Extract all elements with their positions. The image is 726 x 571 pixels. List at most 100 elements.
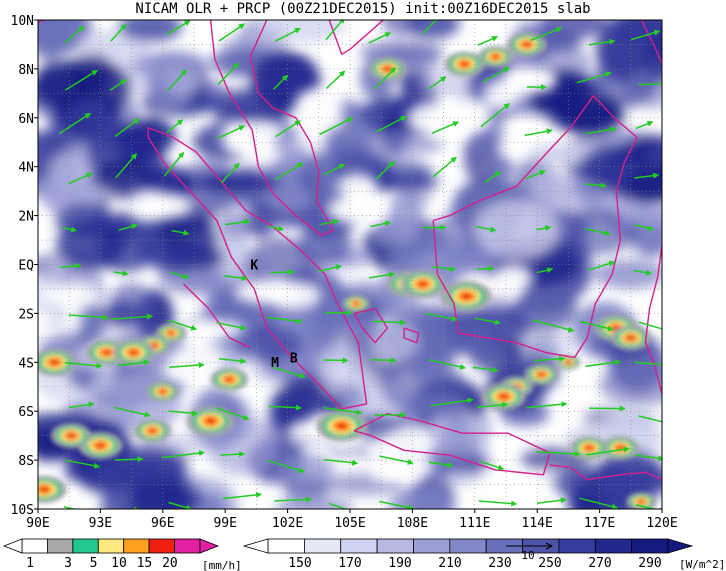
wind-vector <box>64 361 103 369</box>
wind-vector <box>270 269 295 276</box>
wind-vector <box>524 128 553 137</box>
wind-vector <box>63 505 90 509</box>
olr-colorbar-low-cap <box>242 538 269 554</box>
olr-clear <box>38 322 59 339</box>
wind-vector <box>323 163 346 176</box>
wind-vector <box>428 76 447 90</box>
lon-label: 120E <box>646 516 677 531</box>
olr-cell <box>599 363 662 406</box>
olr-cell <box>519 331 584 358</box>
wind-vector <box>375 160 395 180</box>
wind-vector <box>222 491 262 500</box>
wind-vector <box>218 23 245 42</box>
lat-lon-grid <box>38 20 662 509</box>
olr-cell <box>371 214 418 244</box>
wind-vector <box>325 20 345 41</box>
lat-label: 4N <box>18 161 34 176</box>
precip-cell <box>499 393 509 400</box>
olr-colorbar: 150 170 190 210 230 250 270 290 <box>242 538 694 571</box>
precip-colorbar-swatch <box>72 538 99 554</box>
wind-vector <box>635 504 662 509</box>
wind-vector <box>585 182 607 189</box>
wind-vector <box>587 260 616 271</box>
wind-vector <box>422 20 437 35</box>
wind-vector <box>585 359 622 368</box>
wind-vector <box>67 172 93 185</box>
coastline-nusa-tenggara <box>549 464 662 481</box>
wind-vector <box>171 229 190 236</box>
wind-vector <box>472 366 499 373</box>
precip-cell <box>383 66 392 72</box>
wind-vector <box>588 38 616 46</box>
wind-vector <box>217 125 246 140</box>
wind-vector <box>579 320 614 332</box>
olr-cell <box>381 20 422 36</box>
lon-label: 99E <box>213 516 236 531</box>
olr-clear <box>299 120 329 151</box>
olr-cell <box>389 486 456 509</box>
wind-vector <box>64 25 85 44</box>
wind-vector <box>476 265 495 272</box>
precip-colorbar-label: 5 <box>90 556 98 571</box>
lon-label: 108E <box>397 516 428 531</box>
olr-cell <box>593 259 662 289</box>
wind-vector <box>379 455 414 465</box>
wind-vector <box>274 162 304 181</box>
olr-cell <box>337 383 366 411</box>
olr-core <box>622 166 662 202</box>
lat-label: 8S <box>18 454 34 469</box>
wind-vector <box>476 225 497 233</box>
reference-vector-label: 10 <box>521 549 534 562</box>
wind-vector <box>474 317 501 326</box>
coastline-malay-peninsula <box>209 20 335 236</box>
olr-cell <box>118 20 183 42</box>
olr-colorbar-swatch <box>449 538 487 554</box>
wind-vector <box>376 115 407 133</box>
wind-vector <box>217 62 240 85</box>
wind-vector <box>431 121 460 134</box>
lon-label: 111E <box>459 516 490 531</box>
olr-clear <box>199 320 245 338</box>
olr-cell <box>484 156 515 181</box>
olr-cell <box>278 453 335 486</box>
wind-vector <box>635 454 662 462</box>
wind-vector <box>272 366 306 379</box>
precip-unit: [mm/h] <box>202 559 242 571</box>
precip-colorbar: 1 3 5 10 15 20 <box>2 538 220 571</box>
olr-core <box>56 219 126 271</box>
precip-cell <box>205 417 216 425</box>
olr-clear <box>363 436 398 469</box>
olr-clear <box>38 286 82 305</box>
wind-vector <box>161 450 205 459</box>
wind-vector <box>275 120 301 138</box>
lat-label: 4S <box>18 356 34 371</box>
lat-label: 2S <box>18 307 34 322</box>
wind-vector <box>323 407 363 416</box>
wind-vector <box>328 502 348 509</box>
olr-core <box>556 90 625 138</box>
wind-vector <box>64 69 98 91</box>
wind-vector <box>530 27 563 42</box>
wind-vector <box>58 112 92 135</box>
olr-cell <box>360 158 433 188</box>
precip-cell <box>417 281 428 288</box>
coastline-palawan <box>640 20 662 65</box>
olr-clear <box>331 205 388 224</box>
coastline-belitung <box>403 327 420 344</box>
longitude-ticks <box>37 509 663 513</box>
lat-label: 8N <box>18 63 34 78</box>
longitude-labels: 90E 93E 96E 99E 102E 105E 108E 111E 114E 117E 120E <box>26 516 677 531</box>
wind-vector <box>432 156 457 178</box>
olr-cell <box>359 40 445 64</box>
wind-vector <box>430 397 474 407</box>
wind-vector <box>586 446 630 456</box>
precip-colorbar-high-cap <box>199 538 220 554</box>
precip-colorbar-swatch <box>21 538 48 554</box>
olr-colorbar-label: 290 <box>638 556 661 571</box>
precip-colorbar-swatch <box>47 538 74 554</box>
precip-cell <box>637 499 645 504</box>
wind-vector <box>319 117 354 136</box>
wind-vector <box>274 496 312 503</box>
wind-vector <box>379 500 414 509</box>
olr-clear <box>496 275 524 304</box>
